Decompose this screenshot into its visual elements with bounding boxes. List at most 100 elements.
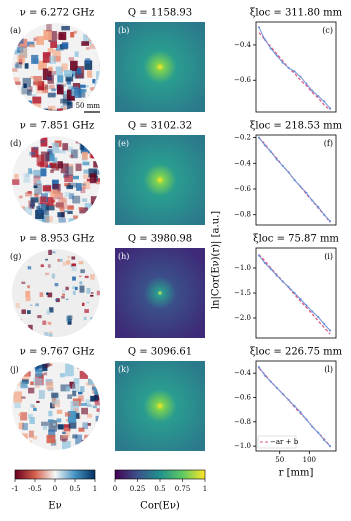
field-patch	[20, 206, 26, 211]
field-patch	[79, 207, 88, 214]
frequency-title: ν = 9.767 GHz	[20, 347, 95, 358]
field-patch	[56, 84, 64, 95]
data-point	[311, 425, 314, 428]
field-patch	[61, 63, 68, 72]
field-patch	[28, 448, 35, 450]
field-patch	[76, 68, 82, 75]
field-patch	[18, 195, 23, 199]
field-patch	[93, 427, 99, 434]
field-patch	[81, 151, 88, 160]
field-patch	[78, 427, 85, 432]
field-patch	[51, 393, 60, 405]
field-patch	[12, 77, 20, 85]
field-patch	[16, 439, 23, 445]
field-patch	[98, 208, 100, 212]
field-patch	[30, 76, 34, 79]
field-patch	[83, 33, 92, 44]
field-patch	[96, 290, 100, 296]
field-patch	[45, 216, 53, 223]
field-patch	[84, 434, 91, 439]
field-patch	[90, 292, 94, 295]
field-patch	[56, 191, 61, 197]
field-patch	[82, 422, 89, 430]
field-patch	[29, 446, 36, 450]
data-point	[263, 374, 266, 377]
colorbar	[14, 469, 96, 480]
plot-frame	[255, 134, 337, 226]
field-patch	[85, 58, 91, 64]
colorbar-tick-label: 1	[93, 485, 97, 493]
field-patch	[22, 423, 28, 431]
field-patch	[83, 316, 87, 321]
field-patch	[97, 419, 100, 426]
field-patch	[59, 373, 65, 378]
field-patch	[15, 34, 19, 38]
q-title: Q = 1158.93	[128, 8, 192, 19]
field-patch	[20, 412, 28, 421]
data-point	[269, 380, 272, 383]
field-patch	[96, 214, 100, 221]
field-patch	[31, 147, 39, 158]
shared-y-label: ln|Cor(Eν)(r)| [a.u.]	[211, 211, 222, 309]
field-patch	[13, 391, 23, 403]
field-patch	[43, 53, 51, 58]
field-patch	[46, 434, 56, 444]
field-patch	[65, 386, 71, 392]
field-patch	[87, 413, 92, 418]
field-patch	[49, 55, 56, 64]
field-patch	[79, 143, 85, 151]
field-patch	[91, 207, 99, 216]
field-patch	[35, 365, 39, 371]
data-point	[257, 254, 261, 257]
field-patch	[81, 198, 88, 203]
field-patch	[91, 322, 94, 326]
field-patch	[89, 43, 98, 49]
field-patch	[93, 23, 99, 26]
field-patch	[84, 325, 89, 330]
y-tick-label: −0.6	[234, 393, 252, 401]
field-patch	[79, 84, 86, 88]
field-patch	[59, 206, 65, 212]
field-patch	[51, 399, 61, 408]
field-patch	[76, 183, 82, 191]
field-patch	[75, 136, 84, 144]
field-patch	[40, 203, 49, 216]
field-patch	[20, 381, 28, 389]
data-point	[293, 178, 296, 182]
field-patch	[23, 173, 30, 183]
field-patch	[28, 86, 33, 92]
field-patch	[48, 31, 57, 42]
field-patch	[64, 70, 72, 77]
field-patch	[92, 363, 97, 370]
field-patch	[95, 207, 100, 213]
field-patch	[72, 195, 81, 204]
field-patch	[83, 181, 91, 190]
field-patch	[12, 274, 15, 277]
field-patch	[46, 309, 50, 315]
field-patch	[98, 402, 100, 416]
field-patch	[90, 365, 96, 369]
data-point	[287, 398, 290, 402]
field-patch	[28, 324, 33, 331]
field-patch	[68, 218, 76, 224]
field-patch	[15, 434, 19, 440]
field-patch	[46, 363, 51, 367]
field-patch	[35, 303, 39, 307]
field-patch	[28, 387, 35, 394]
field-patch	[84, 60, 93, 70]
field-patch	[15, 62, 23, 69]
field-patch	[57, 75, 64, 83]
field-patch	[98, 388, 100, 395]
field-patch	[62, 261, 67, 266]
field-patch	[21, 396, 26, 399]
data-point	[287, 285, 290, 289]
data-point	[323, 213, 326, 216]
field-patch	[27, 266, 32, 270]
field-patch	[25, 173, 30, 177]
field-patch	[96, 71, 100, 81]
x-tick-label: 50	[275, 456, 284, 464]
field-patch	[94, 214, 100, 222]
field-patch	[34, 373, 44, 386]
field-patch	[42, 215, 50, 223]
field-patch	[27, 100, 32, 105]
